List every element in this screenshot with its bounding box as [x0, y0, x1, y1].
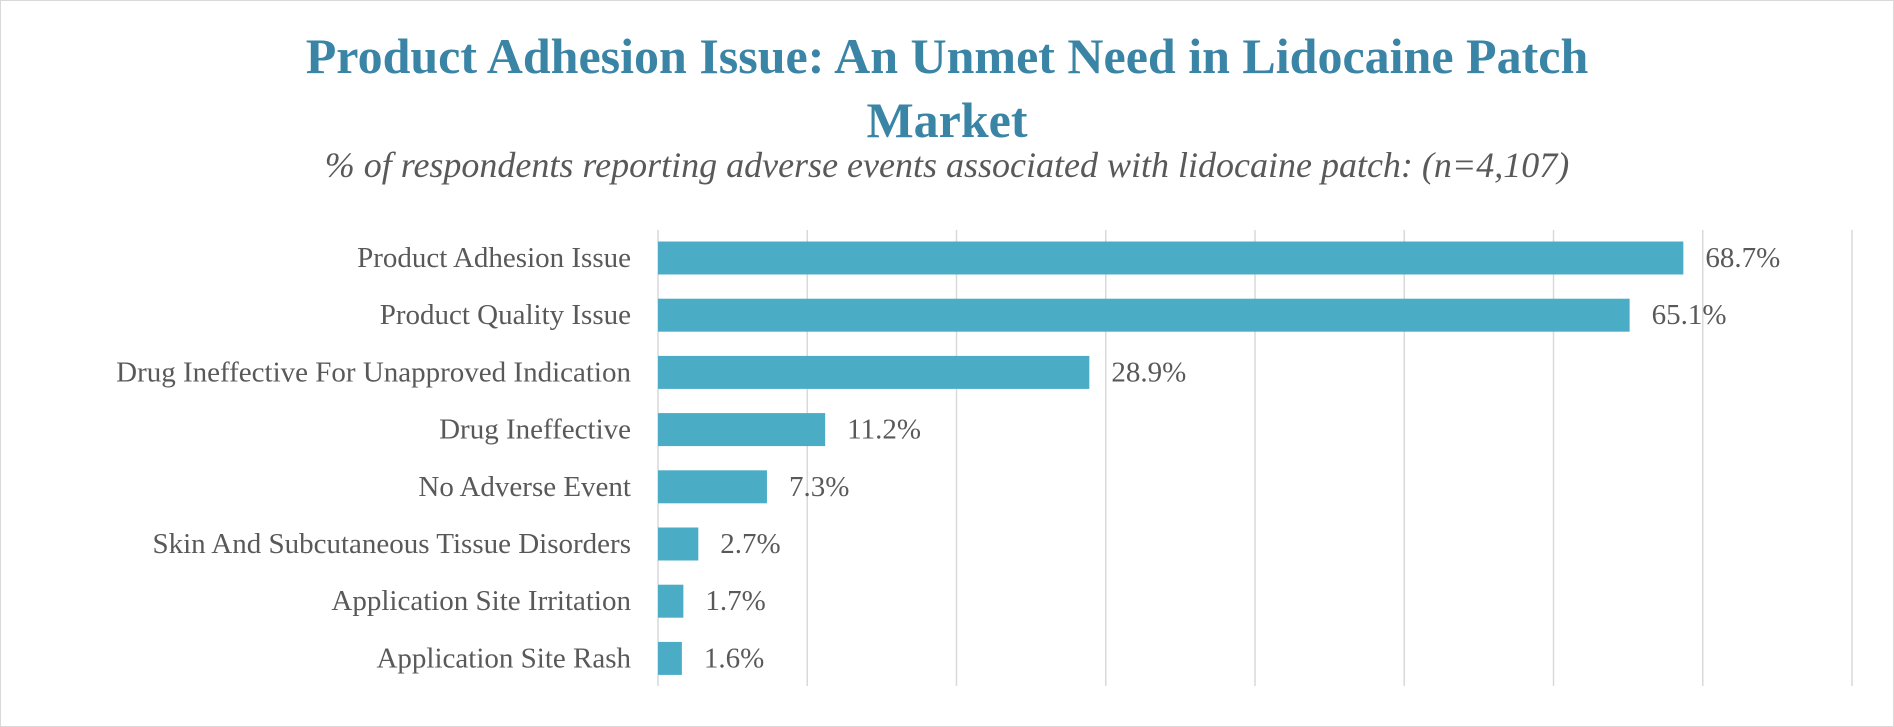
bar — [658, 355, 1090, 389]
value-label: 2.7% — [720, 528, 780, 560]
chart-title-line2: Market — [866, 92, 1028, 148]
value-label: 28.9% — [1111, 356, 1186, 388]
bar — [658, 241, 1684, 275]
bars — [658, 241, 1684, 675]
value-label: 7.3% — [789, 471, 849, 503]
category-labels: Product Adhesion Issue Product Quality Is… — [116, 242, 631, 674]
value-label: 1.7% — [705, 585, 765, 617]
value-labels: 68.7% 65.1% 28.9% 11.2% 7.3% 2.7% 1.7% 1.6% — [704, 242, 1780, 674]
category-label: Drug Ineffective — [439, 414, 631, 446]
chart-title-line1: Product Adhesion Issue: An Unmet Need in… — [305, 28, 1589, 84]
value-label: 11.2% — [847, 414, 921, 446]
category-label: No Adverse Event — [418, 471, 631, 503]
bar — [658, 527, 699, 561]
category-label: Product Quality Issue — [380, 299, 631, 331]
value-label: 1.6% — [704, 642, 764, 674]
category-label: Application Site Irritation — [331, 585, 631, 617]
bar — [658, 641, 682, 675]
bar — [658, 298, 1630, 332]
category-label: Product Adhesion Issue — [357, 242, 631, 274]
chart-title: Product Adhesion Issue: An Unmet Need in… — [0, 24, 1894, 152]
bar — [658, 584, 684, 618]
bar — [658, 470, 767, 504]
category-label: Drug Ineffective For Unapproved Indicati… — [116, 356, 631, 388]
chart-subtitle: % of respondents reporting adverse event… — [324, 145, 1570, 185]
category-label: Skin And Subcutaneous Tissue Disorders — [152, 528, 631, 560]
bar — [658, 413, 826, 447]
value-label: 65.1% — [1652, 299, 1727, 331]
category-label: Application Site Rash — [376, 642, 631, 674]
value-label: 68.7% — [1705, 242, 1780, 274]
